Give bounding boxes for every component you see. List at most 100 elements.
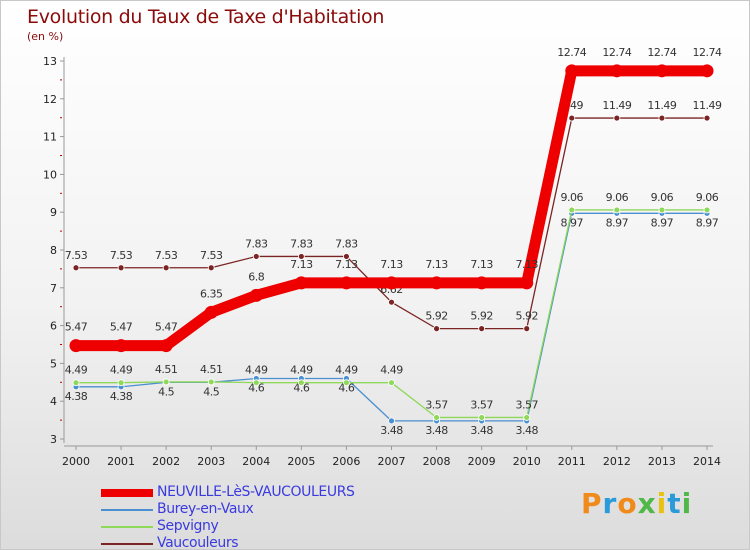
data-label: 7.83 xyxy=(245,237,268,250)
series-point xyxy=(117,379,125,387)
data-label: 4.38 xyxy=(110,390,133,403)
data-label: 5.47 xyxy=(110,321,133,334)
data-label: 5.47 xyxy=(65,321,88,334)
brand-letter: P xyxy=(581,487,603,520)
data-label: 11.49 xyxy=(602,99,631,112)
series-point xyxy=(207,378,215,386)
data-label: 4.5 xyxy=(203,385,219,398)
series-point xyxy=(478,325,486,333)
data-label: 4.6 xyxy=(293,382,309,395)
data-label: 3.57 xyxy=(425,398,448,411)
data-label: 3.57 xyxy=(515,398,538,411)
series-point xyxy=(475,276,489,290)
series-point xyxy=(343,253,350,260)
data-label: 4.49 xyxy=(110,364,133,377)
y-tick-label: 9 xyxy=(50,206,57,219)
y-tick-label: 6 xyxy=(50,320,57,333)
x-tick-label: 2010 xyxy=(513,455,541,468)
series-point xyxy=(568,114,576,122)
series-point xyxy=(204,305,218,319)
data-label: 4.49 xyxy=(245,364,268,377)
data-label: 12.74 xyxy=(602,46,631,59)
data-label: 9.06 xyxy=(606,191,629,204)
x-tick-label: 2011 xyxy=(558,455,586,468)
series-point xyxy=(385,276,398,290)
series-point xyxy=(658,206,666,214)
series-point xyxy=(430,276,444,290)
data-label: 12.74 xyxy=(693,46,722,59)
series-point xyxy=(388,379,395,387)
data-label: 11.49 xyxy=(647,99,676,112)
series-point xyxy=(339,276,353,290)
series-point xyxy=(703,206,711,214)
data-label: 3.48 xyxy=(380,424,403,437)
series-point xyxy=(297,253,305,260)
data-label: 9.06 xyxy=(651,191,674,204)
series-point xyxy=(523,414,531,421)
series-point xyxy=(72,379,80,387)
data-label: 7.53 xyxy=(110,249,133,262)
x-tick-label: 2009 xyxy=(468,455,496,468)
data-label: 7.53 xyxy=(155,249,178,262)
brand-letter: t xyxy=(667,487,682,520)
data-label: 12.74 xyxy=(647,46,676,59)
data-label: 4.6 xyxy=(338,382,354,395)
data-label: 7.83 xyxy=(335,237,358,250)
data-label: 12.74 xyxy=(557,46,586,59)
brand-letter: x xyxy=(637,487,657,520)
data-label: 4.51 xyxy=(200,363,223,376)
series-point xyxy=(252,379,260,387)
data-label: 7.13 xyxy=(290,258,313,271)
legend-swatch xyxy=(101,489,153,497)
legend-swatch xyxy=(101,509,153,511)
series-point xyxy=(162,264,170,272)
data-label: 5.92 xyxy=(470,310,493,323)
series-point xyxy=(520,276,534,290)
brand-letter: r xyxy=(602,487,618,520)
data-label: 7.13 xyxy=(515,258,538,271)
legend-label: NEUVILLE-LèS-VAUCOULEURS xyxy=(157,484,355,500)
legend-label: Vaucouleurs xyxy=(157,535,239,550)
series-point xyxy=(433,414,440,421)
x-tick-label: 2005 xyxy=(287,455,315,468)
series-point xyxy=(72,264,80,272)
data-label: 4.5 xyxy=(158,385,174,398)
legend-swatch xyxy=(101,526,153,528)
data-label: 4.6 xyxy=(248,382,264,395)
data-label: 3.48 xyxy=(515,424,538,437)
data-label: 9.06 xyxy=(696,191,719,204)
data-label: 8.97 xyxy=(561,216,584,229)
y-tick-label: 4 xyxy=(50,395,57,408)
unit-label: (en %) xyxy=(27,30,64,43)
x-tick-label: 2014 xyxy=(693,455,721,468)
data-label: 11.49 xyxy=(693,99,722,112)
series-point xyxy=(703,114,711,122)
series-point xyxy=(114,339,128,353)
data-label: 5.92 xyxy=(425,310,448,323)
data-label: 4.49 xyxy=(380,364,403,377)
x-tick-label: 2001 xyxy=(107,455,135,468)
x-tick-label: 2000 xyxy=(62,455,90,468)
data-label: 7.13 xyxy=(425,258,448,271)
series-point xyxy=(249,288,263,302)
legend-label: Burey-en-Vaux xyxy=(157,501,254,517)
data-label: 4.49 xyxy=(335,364,358,377)
series-point xyxy=(117,264,125,272)
data-label: 8.97 xyxy=(606,216,629,229)
chart-title: Evolution du Taux de Taxe d'Habitation xyxy=(27,6,385,28)
brand-letter: i xyxy=(681,487,693,520)
legend-label: Sepvigny xyxy=(157,518,219,534)
data-label: 7.13 xyxy=(380,258,403,271)
series-point xyxy=(252,253,260,260)
data-label: 4.38 xyxy=(65,390,88,403)
x-tick-label: 2002 xyxy=(152,455,180,468)
x-tick-label: 2006 xyxy=(332,455,360,468)
series-point xyxy=(658,114,666,122)
y-tick-label: 8 xyxy=(50,244,57,257)
series-point xyxy=(655,64,669,78)
data-label: 4.51 xyxy=(155,363,178,376)
series-point xyxy=(478,414,486,421)
x-tick-label: 2004 xyxy=(242,455,270,468)
data-label: 5.92 xyxy=(515,310,538,323)
